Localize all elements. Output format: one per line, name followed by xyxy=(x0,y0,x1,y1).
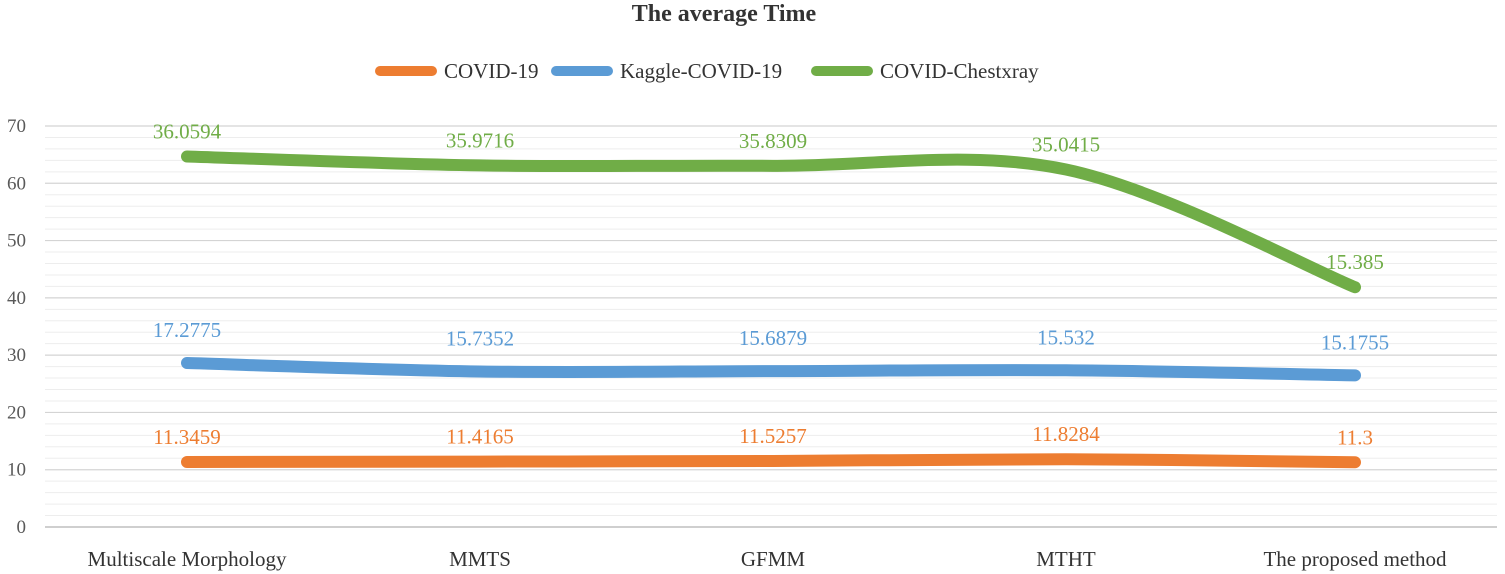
x-tick-label: GFMM xyxy=(741,547,806,571)
data-label-kaggle-covid-19: 15.6879 xyxy=(739,326,807,350)
data-label-covid-19: 11.5257 xyxy=(739,424,806,448)
x-tick-label: MMTS xyxy=(449,547,511,571)
x-axis: Multiscale Morphology MMTS GFMM MTHT The pro… xyxy=(88,547,1448,571)
y-axis: 0 10 20 30 40 50 60 70 xyxy=(7,116,26,538)
y-tick-label: 10 xyxy=(7,460,26,481)
legend: COVID-19 Kaggle-COVID-19 COVID-Chestxray xyxy=(375,59,1039,83)
series-line-kaggle-covid-19 xyxy=(181,357,1361,382)
legend-label-covid-19: COVID-19 xyxy=(444,59,539,83)
data-label-covid-chestxray: 35.0415 xyxy=(1032,133,1100,157)
legend-label-kaggle-covid-19: Kaggle-COVID-19 xyxy=(620,59,782,83)
y-tick-label: 50 xyxy=(7,231,26,252)
x-tick-label: MTHT xyxy=(1036,547,1096,571)
data-label-covid-chestxray: 36.0594 xyxy=(153,119,222,143)
x-tick-label: Multiscale Morphology xyxy=(88,547,287,571)
data-label-covid-19: 11.3 xyxy=(1337,425,1373,449)
y-tick-label: 40 xyxy=(7,288,26,309)
x-tick-label: The proposed method xyxy=(1263,547,1447,571)
y-tick-label: 30 xyxy=(7,345,26,366)
data-label-kaggle-covid-19: 15.532 xyxy=(1037,325,1095,349)
data-label-kaggle-covid-19: 15.1755 xyxy=(1321,330,1389,354)
series-line-covid-19 xyxy=(181,453,1361,469)
data-label-covid-chestxray: 35.8309 xyxy=(739,129,807,153)
data-label-kaggle-covid-19: 15.7352 xyxy=(446,326,514,350)
data-label-kaggle-covid-19: 17.2775 xyxy=(153,318,221,342)
data-label-covid-chestxray: 35.9716 xyxy=(446,128,514,152)
y-tick-label: 20 xyxy=(7,402,26,423)
y-tick-label: 0 xyxy=(17,517,27,538)
y-tick-label: 70 xyxy=(7,116,26,137)
chart-title: The average Time xyxy=(632,1,817,27)
gridlines xyxy=(45,125,1497,528)
data-labels: 11.3459 11.4165 11.5257 11.8284 11.3 17.2775 1… xyxy=(153,119,1389,449)
series-line-covid-chestxray xyxy=(181,150,1361,294)
data-label-covid-chestxray: 15.385 xyxy=(1326,250,1384,274)
data-label-covid-19: 11.8284 xyxy=(1032,422,1100,446)
data-label-covid-19: 11.3459 xyxy=(153,425,220,449)
data-label-covid-19: 11.4165 xyxy=(446,425,513,449)
legend-label-covid-chestxray: COVID-Chestxray xyxy=(880,59,1039,83)
y-tick-label: 60 xyxy=(7,173,26,194)
series-group xyxy=(181,150,1361,469)
